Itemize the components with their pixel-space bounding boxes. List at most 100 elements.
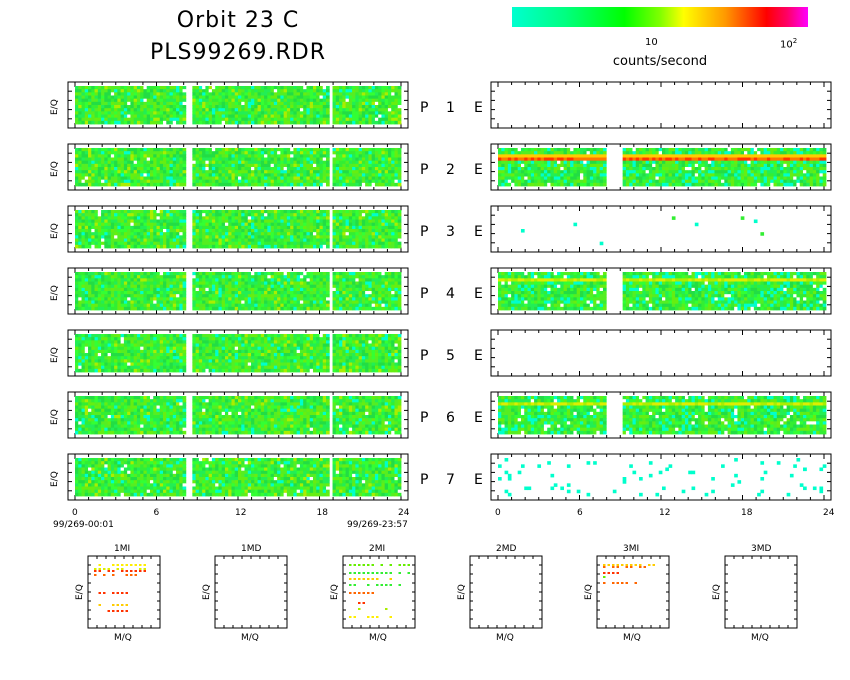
p-cell [247, 108, 252, 112]
p-cell [221, 117, 226, 122]
p-cell [176, 232, 180, 236]
p-cell [384, 105, 389, 109]
e-cell [629, 167, 633, 171]
p-cell [342, 167, 346, 171]
p-cell [163, 167, 167, 171]
p-cell [156, 179, 161, 184]
e-cell [783, 148, 788, 152]
p-cell [374, 173, 379, 177]
p-cell [140, 244, 144, 249]
p-cell [202, 219, 206, 224]
p-cell [117, 225, 122, 230]
p-cell [107, 229, 112, 233]
p-cell [283, 101, 288, 106]
p-cell [81, 241, 86, 246]
p-cell [84, 222, 89, 227]
p-cell [120, 148, 125, 152]
p-cell [182, 235, 187, 239]
p-cell [387, 151, 392, 155]
p-cell [387, 173, 392, 177]
p-cell [78, 232, 82, 236]
p-cell [283, 89, 288, 93]
e-cell [694, 157, 699, 162]
e-cell [707, 148, 712, 152]
p-cell [133, 108, 138, 112]
e-cell [602, 160, 607, 165]
p-cell [358, 120, 363, 125]
p-cell [114, 241, 118, 246]
e-cell [789, 157, 794, 162]
p-cell [378, 108, 382, 112]
p-cell [97, 173, 102, 177]
p-cell [146, 157, 151, 162]
e-cell [517, 148, 522, 152]
p-cell [78, 95, 82, 100]
p-cell [75, 148, 79, 152]
p-cell [84, 244, 89, 249]
e-cell [757, 160, 761, 165]
e-cell [681, 151, 686, 155]
p-cell [143, 160, 148, 165]
p-cell [316, 117, 320, 122]
p-cell [110, 92, 115, 96]
p-cell [296, 98, 301, 103]
p-cell [283, 95, 288, 100]
p-cell [224, 225, 229, 230]
e-cell [593, 170, 597, 174]
p-cell [303, 225, 307, 230]
p-cell [117, 167, 122, 171]
p-cell [117, 213, 122, 217]
p-cell [104, 244, 108, 249]
p-cell [260, 216, 265, 220]
p-cell [182, 244, 187, 249]
e-cell [681, 179, 686, 184]
e-cell [648, 179, 653, 184]
p-cell [117, 244, 122, 249]
p-cell [391, 222, 395, 227]
p-cell [143, 238, 148, 243]
p-cell [169, 148, 174, 152]
p-cell [140, 157, 144, 162]
p-cell [361, 105, 366, 109]
p-cell [117, 86, 122, 90]
e-cell [527, 173, 532, 177]
e-cell [635, 179, 640, 184]
p-cell [299, 182, 304, 187]
e-cell [691, 148, 696, 152]
p-cell [75, 154, 79, 158]
p-cell [260, 179, 265, 184]
e-cell [740, 154, 745, 158]
p-cell [224, 222, 229, 227]
p-cell [172, 210, 177, 214]
p-cell [130, 89, 135, 93]
e-cell [517, 182, 522, 187]
p-cell [182, 111, 187, 115]
p-cell [332, 89, 337, 93]
p-cell [156, 225, 161, 230]
p-cell [182, 101, 187, 106]
p-cell [251, 163, 255, 168]
p-cell [342, 92, 346, 96]
p-cell [365, 244, 369, 249]
e-cell [675, 160, 679, 165]
p-cell [97, 182, 102, 187]
p-cell [358, 235, 363, 239]
p-cell [114, 244, 118, 249]
p-cell [202, 86, 206, 90]
p-cell [352, 108, 356, 112]
p-cell [172, 216, 177, 220]
p-cell [273, 120, 278, 125]
p-cell [97, 213, 102, 217]
p-cell [378, 163, 382, 168]
p-cell [238, 232, 242, 236]
p-cell [299, 229, 304, 233]
e-cell [721, 182, 725, 187]
p-cell [163, 151, 167, 155]
p-cell [322, 105, 327, 109]
p-cell [316, 173, 320, 177]
p-cell [114, 86, 118, 90]
p-cell [192, 117, 197, 122]
e-cell [652, 154, 656, 158]
e-cell [639, 173, 643, 177]
p-cell [299, 151, 304, 155]
